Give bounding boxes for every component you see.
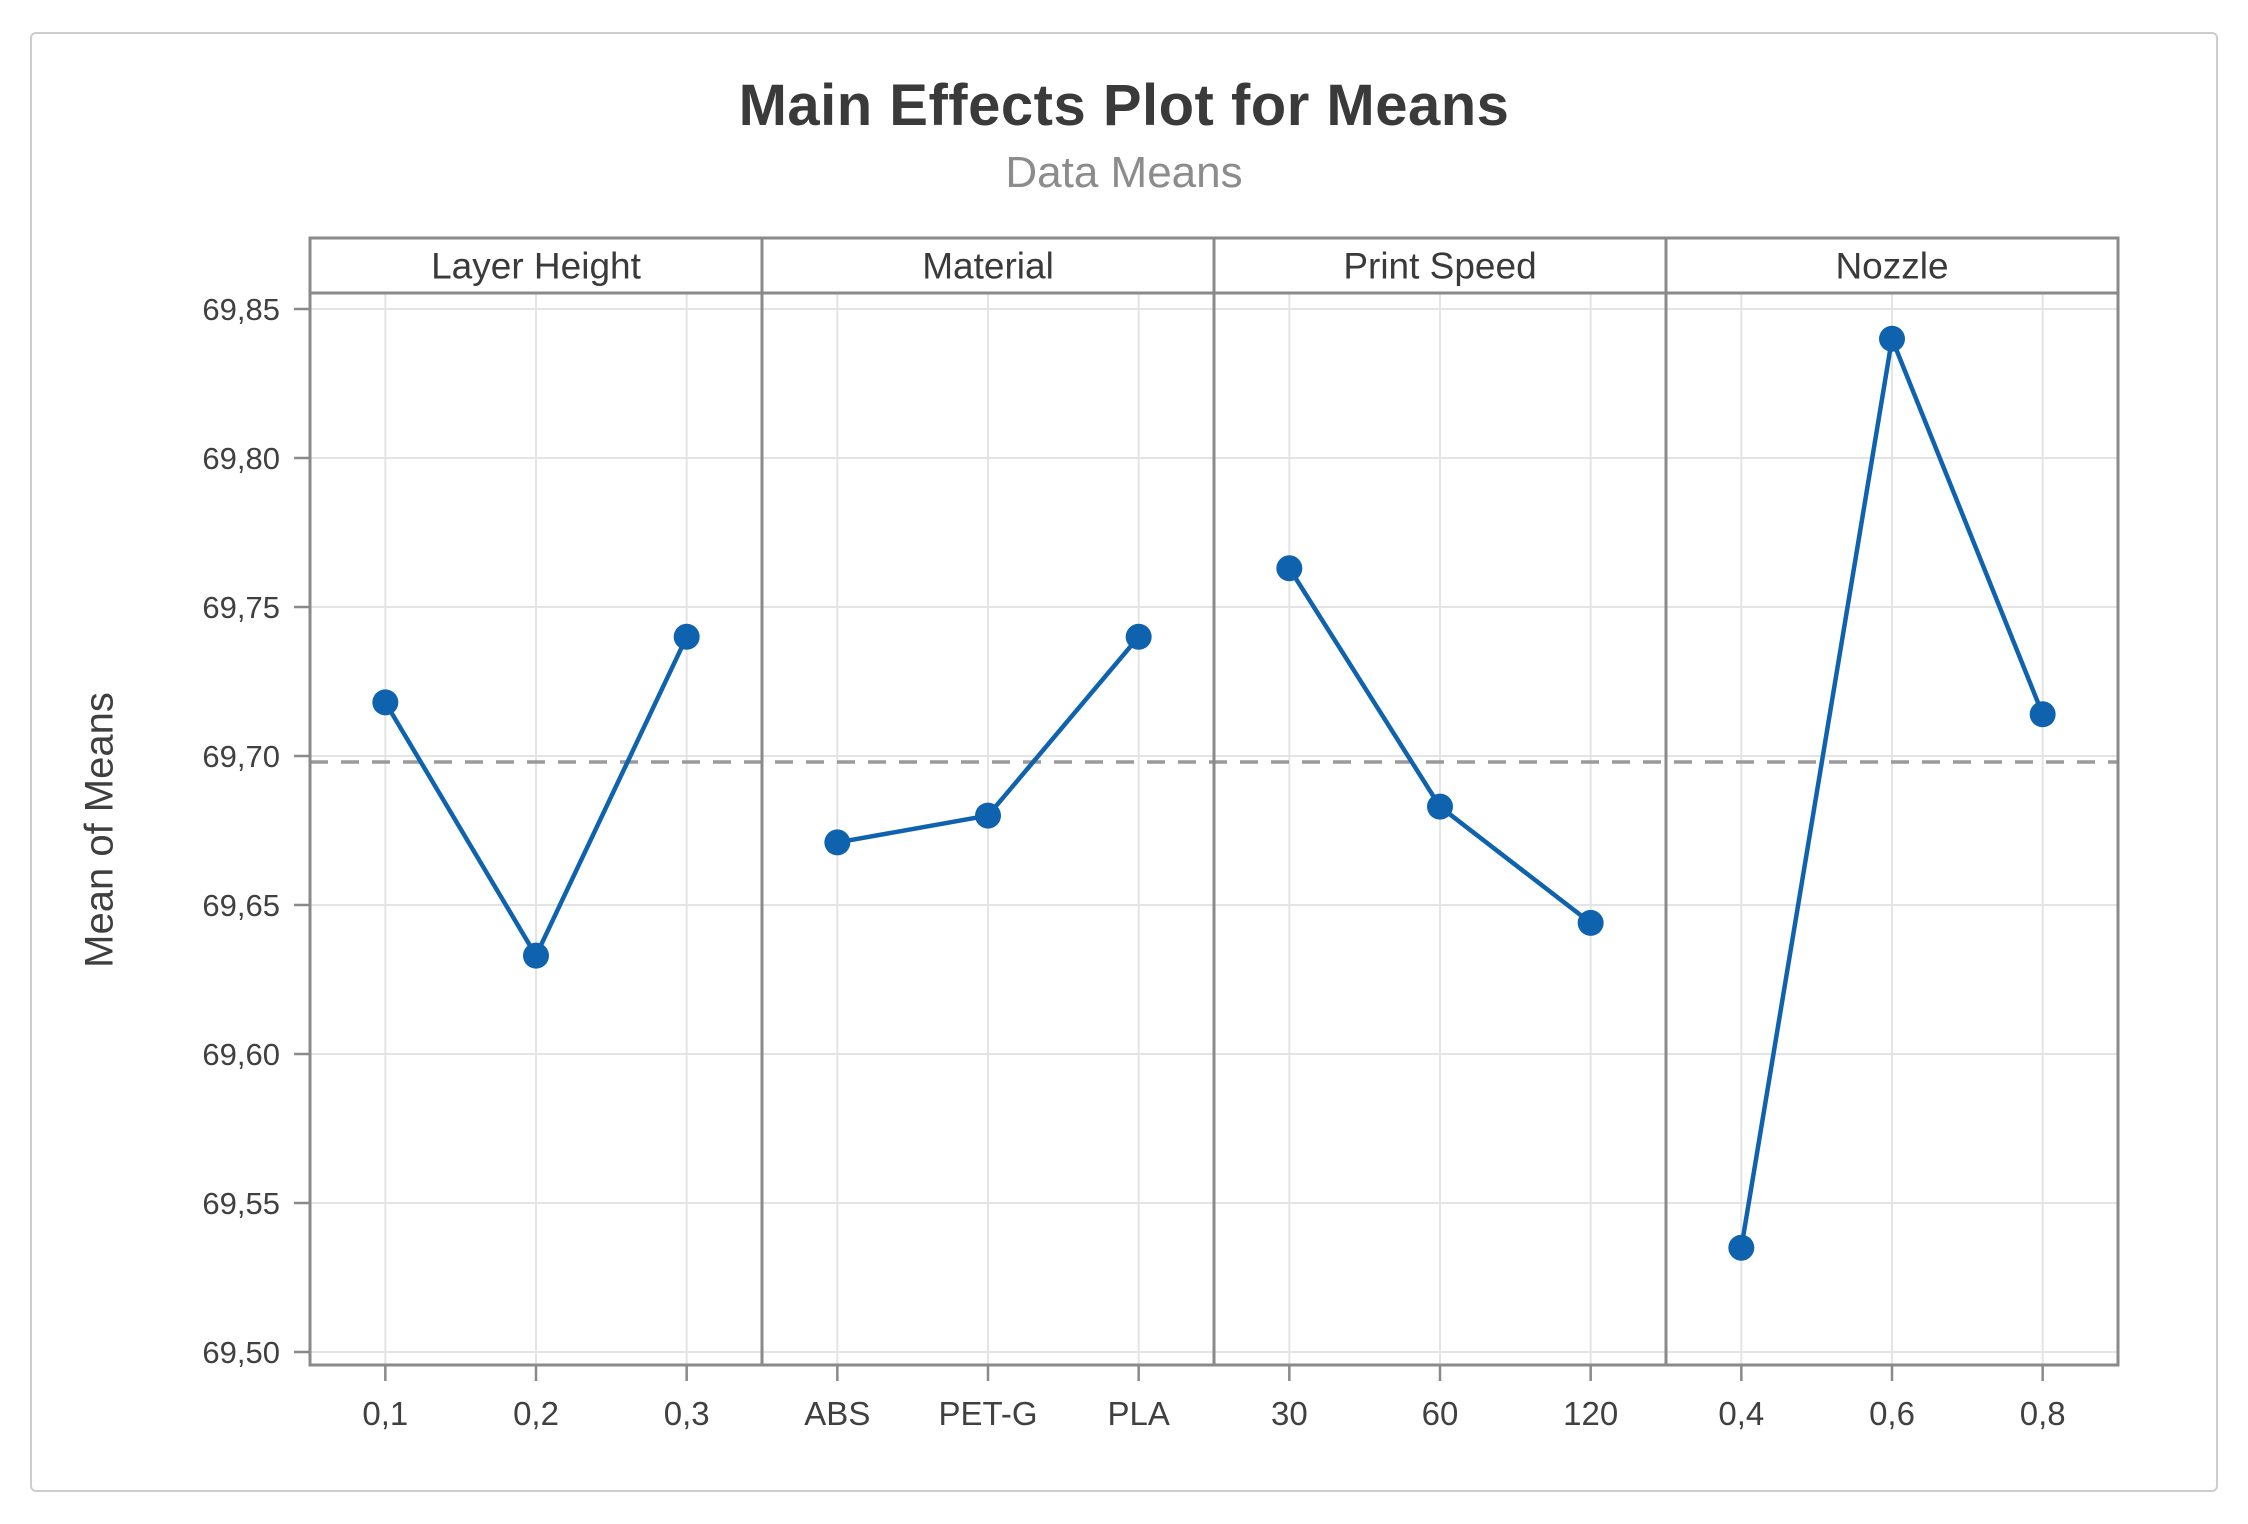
- y-tick-label: 69,65: [202, 888, 280, 923]
- panel-header-label: Nozzle: [1835, 246, 1948, 287]
- x-tick-label: 60: [1422, 1395, 1459, 1432]
- y-tick-label: 69,70: [202, 739, 280, 774]
- y-tick-label: 69,85: [202, 292, 280, 327]
- x-tick-label: 0,2: [513, 1395, 559, 1432]
- x-tick-label: 0,3: [664, 1395, 710, 1432]
- y-tick-label: 69,80: [202, 441, 280, 476]
- data-point-marker: [1276, 555, 1303, 582]
- tick-marks: [294, 307, 2044, 1381]
- panel-header-label: Print Speed: [1343, 246, 1536, 287]
- x-tick-label: 0,6: [1869, 1395, 1915, 1432]
- data-point-marker: [2029, 701, 2056, 728]
- y-tick-label: 69,75: [202, 590, 280, 625]
- data-point-marker: [1879, 325, 1905, 352]
- x-tick-label: 0,8: [2020, 1395, 2066, 1432]
- data-point-marker: [523, 942, 549, 969]
- x-tick-label: ABS: [804, 1395, 870, 1432]
- x-tick-label: 0,4: [1718, 1395, 1764, 1432]
- panel-borders: [308, 236, 2120, 1367]
- data-point-marker: [372, 689, 399, 716]
- data-point-marker: [1427, 793, 1453, 820]
- chart-subtitle: Data Means: [1005, 148, 1243, 197]
- data-point-marker: [824, 829, 851, 856]
- data-point-marker: [975, 802, 1001, 829]
- x-tick-label: 30: [1271, 1395, 1308, 1432]
- y-tick-label: 69,55: [202, 1186, 280, 1221]
- x-tick-label: PLA: [1107, 1395, 1169, 1432]
- data-point-marker: [673, 623, 700, 650]
- panel-header-label: Material: [922, 246, 1054, 287]
- data-point-marker: [1577, 909, 1604, 936]
- panel-material: Material ABS PET-G PLA: [804, 246, 1170, 1433]
- chart-title: Main Effects Plot for Means: [738, 73, 1510, 138]
- y-tick-label: 69,60: [202, 1037, 280, 1072]
- panel-nozzle: Nozzle 0,4 0,6 0,8: [1718, 246, 2065, 1433]
- x-tick-label: 120: [1563, 1395, 1618, 1432]
- panel-layer-height: Layer Height 0,1 0,2 0,3: [362, 246, 709, 1433]
- data-point-marker: [1125, 623, 1152, 650]
- panel-print-speed: Print Speed 30 60 120: [1271, 246, 1618, 1433]
- y-tick-labels: 69,85 69,80 69,75 69,70 69,65 69,60 69,55 69,50: [202, 292, 280, 1370]
- x-tick-label: 0,1: [362, 1395, 408, 1432]
- panel-header-label: Layer Height: [431, 246, 642, 287]
- x-tick-label: PET-G: [938, 1395, 1037, 1432]
- y-tick-label: 69,50: [202, 1335, 280, 1370]
- data-point-marker: [1728, 1234, 1755, 1261]
